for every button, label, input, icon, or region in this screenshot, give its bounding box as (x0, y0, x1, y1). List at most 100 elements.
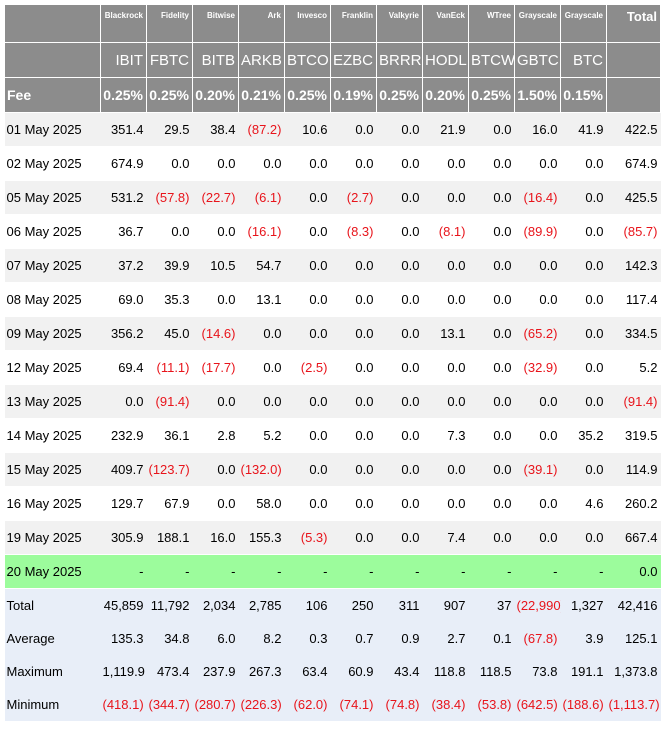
total-cell: 142.3 (606, 248, 661, 283)
fee-cell: 0.25% (376, 77, 423, 113)
flow-cell: 39.9 (146, 248, 193, 283)
ticker-cell: GBTC (514, 42, 561, 78)
flow-cell: 0.0 (376, 146, 423, 181)
flow-cell: 0.0 (284, 452, 331, 487)
flow-cell: 8.2 (238, 622, 285, 655)
flow-cell: 0.0 (284, 418, 331, 453)
fee-row: Fee 0.25% 0.25% 0.20% 0.21% 0.25% 0.19% … (4, 77, 661, 113)
ticker-row: IBIT FBTC BITB ARKB BTCO EZBC BRRR HODL … (4, 42, 661, 78)
flow-cell: 0.0 (284, 146, 331, 181)
flow-cell: 118.5 (468, 655, 515, 688)
flow-cell: 0.0 (560, 248, 607, 283)
flow-cell: 118.8 (422, 655, 469, 688)
flow-cell: 0.0 (560, 180, 607, 215)
flow-cell: (62.0) (284, 688, 331, 721)
flow-cell: 0.0 (422, 486, 469, 521)
flow-cell: - (330, 554, 377, 589)
total-cell: 0.0 (606, 554, 661, 589)
flow-cell: (74.8) (376, 688, 423, 721)
flow-cell: 473.4 (146, 655, 193, 688)
flow-cell: 11,792 (146, 588, 193, 622)
total-cell: 114.9 (606, 452, 661, 487)
flow-cell: 0.0 (422, 180, 469, 215)
flow-cell: (344.7) (146, 688, 193, 721)
flow-cell: 237.9 (192, 655, 239, 688)
date-cell: 20 May 2025 (4, 554, 101, 589)
summary-row: Maximum 1,119.9 473.4 237.9 267.3 63.4 60.9 43.… (4, 655, 661, 688)
flow-cell: 250 (330, 588, 377, 622)
flow-cell: 0.0 (560, 384, 607, 419)
fee-cell: 0.25% (468, 77, 515, 113)
ticker-cell: FBTC (146, 42, 193, 78)
daily-flows: 01 May 2025 351.4 29.5 38.4 (87.2) 10.6 0.0 0.0… (4, 112, 661, 589)
table-row: 05 May 2025 531.2 (57.8) (22.7) (6.1) 0.0 (2.7… (4, 180, 661, 215)
table-row: 14 May 2025 232.9 36.1 2.8 5.2 0.0 0.0 0.0 7.3 0.… (4, 418, 661, 453)
flow-cell: 38.4 (192, 112, 239, 147)
flow-cell: 0.7 (330, 622, 377, 655)
flow-cell: 0.0 (238, 350, 285, 385)
flow-cell: 409.7 (100, 452, 147, 487)
flow-cell: 36.7 (100, 214, 147, 249)
flow-cell: (89.9) (514, 214, 561, 249)
flow-cell: - (468, 554, 515, 589)
flow-cell: 0.0 (376, 520, 423, 555)
flow-cell: 0.0 (514, 384, 561, 419)
flow-cell: 0.0 (422, 384, 469, 419)
date-cell: 01 May 2025 (4, 112, 101, 147)
flow-cell: (8.1) (422, 214, 469, 249)
ticker-cell: HODL (422, 42, 469, 78)
flow-cell: 0.3 (284, 622, 331, 655)
flow-cell: (5.3) (284, 520, 331, 555)
flow-cell: 531.2 (100, 180, 147, 215)
flow-cell: 0.0 (100, 384, 147, 419)
flow-cell: - (146, 554, 193, 589)
fee-label: Fee (4, 77, 101, 113)
ticker-cell: BTC (560, 42, 607, 78)
issuer-cell: Grayscale (560, 4, 607, 43)
flow-cell: 0.0 (514, 282, 561, 317)
flow-cell: 41.9 (560, 112, 607, 147)
flow-cell: 155.3 (238, 520, 285, 555)
date-cell: 14 May 2025 (4, 418, 101, 453)
total-cell: 260.2 (606, 486, 661, 521)
flow-cell: 0.1 (468, 622, 515, 655)
fee-cell: 0.19% (330, 77, 377, 113)
flow-cell: 0.0 (284, 384, 331, 419)
flow-cell: 0.0 (514, 418, 561, 453)
flow-cell: 13.1 (422, 316, 469, 351)
flow-cell: 0.0 (330, 146, 377, 181)
flow-cell: 2.7 (422, 622, 469, 655)
table-row: 02 May 2025 674.9 0.0 0.0 0.0 0.0 0.0 0.0 0.0 0.0… (4, 146, 661, 181)
flow-cell: 0.0 (560, 282, 607, 317)
flow-cell: 106 (284, 588, 331, 622)
flow-cell: 0.0 (468, 180, 515, 215)
fee-cell: 0.20% (192, 77, 239, 113)
flow-cell: 0.0 (192, 486, 239, 521)
flow-cell: (132.0) (238, 452, 285, 487)
flow-cell: 54.7 (238, 248, 285, 283)
flow-cell: 907 (422, 588, 469, 622)
summary-row: Total 45,859 11,792 2,034 2,785 106 250 311 907 3… (4, 588, 661, 622)
flow-cell: 37 (468, 588, 515, 622)
flow-cell: (16.4) (514, 180, 561, 215)
ticker-cell: EZBC (330, 42, 377, 78)
flow-cell: 69.4 (100, 350, 147, 385)
flow-cell: 0.0 (238, 316, 285, 351)
summary-rows: Total 45,859 11,792 2,034 2,785 106 250 311 907 3… (4, 588, 661, 721)
date-cell: 16 May 2025 (4, 486, 101, 521)
issuer-cell: Invesco (284, 4, 331, 43)
flow-cell: (188.6) (560, 688, 607, 721)
table-row: 20 May 2025- - - - - - - - - - -0.0 (4, 554, 661, 589)
total-cell: (85.7) (606, 214, 661, 249)
flow-cell: 0.0 (560, 316, 607, 351)
flow-cell: 0.0 (192, 214, 239, 249)
flow-cell: 0.0 (422, 282, 469, 317)
flow-cell: 16.0 (192, 520, 239, 555)
flow-cell: 0.0 (330, 112, 377, 147)
flow-cell: 0.0 (376, 112, 423, 147)
summary-label: Maximum (4, 655, 101, 688)
summary-label: Average (4, 622, 101, 655)
flow-cell: 188.1 (146, 520, 193, 555)
flow-cell: 351.4 (100, 112, 147, 147)
total-cell: (1,113.7) (606, 688, 661, 721)
